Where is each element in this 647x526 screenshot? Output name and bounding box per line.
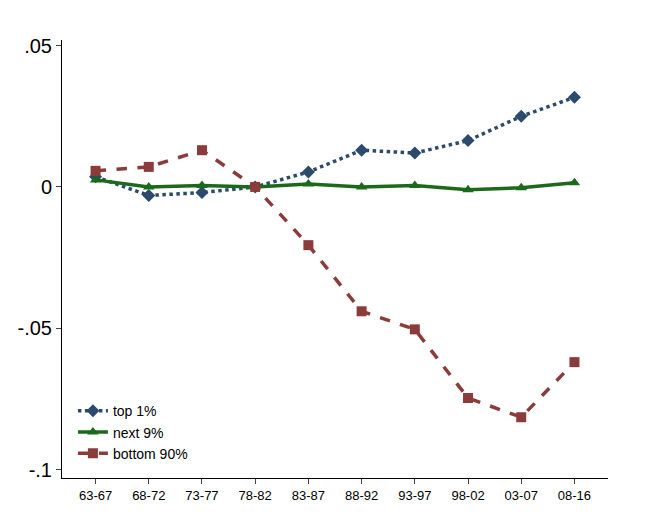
svg-text:0: 0 xyxy=(41,176,52,198)
svg-text:98-02: 98-02 xyxy=(451,488,484,503)
svg-text:93-97: 93-97 xyxy=(398,488,431,503)
svg-text:83-87: 83-87 xyxy=(292,488,325,503)
svg-text:68-72: 68-72 xyxy=(132,488,165,503)
svg-text:73-77: 73-77 xyxy=(185,488,218,503)
svg-text:.05: .05 xyxy=(24,35,52,57)
svg-text:-.1: -.1 xyxy=(29,459,52,481)
svg-text:63-67: 63-67 xyxy=(79,488,112,503)
svg-text:88-92: 88-92 xyxy=(345,488,378,503)
svg-text:top 1%: top 1% xyxy=(113,403,157,419)
svg-text:78-82: 78-82 xyxy=(239,488,272,503)
svg-text:bottom 90%: bottom 90% xyxy=(113,446,188,462)
svg-text:03-07: 03-07 xyxy=(505,488,538,503)
svg-text:-.05: -.05 xyxy=(18,317,52,339)
svg-text:next 9%: next 9% xyxy=(113,425,164,441)
svg-text:08-16: 08-16 xyxy=(558,488,591,503)
